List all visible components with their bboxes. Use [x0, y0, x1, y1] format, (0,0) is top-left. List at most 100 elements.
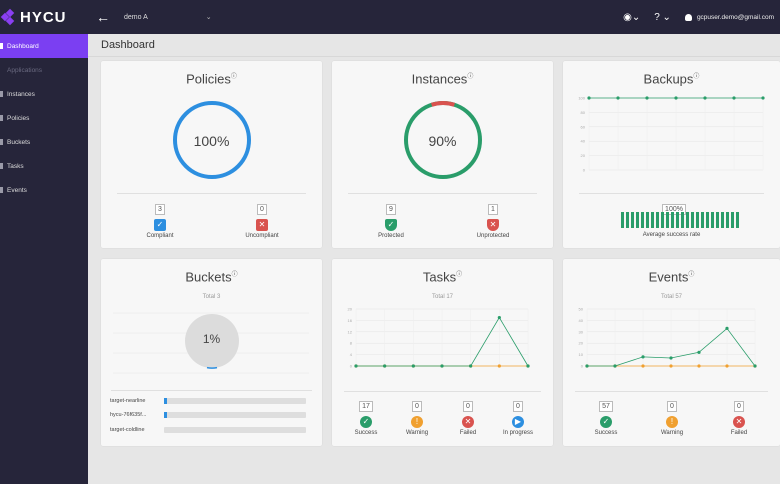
sidebar-item-dashboard[interactable]: Dashboard	[0, 34, 88, 58]
compliant-count: 3	[155, 204, 165, 215]
bucket-name: target-nearline	[110, 398, 146, 404]
card-title: Bucketsⓘ	[101, 269, 322, 284]
success-rate-segment	[646, 212, 649, 228]
hycu-logo-icon	[0, 8, 16, 26]
success-rate-segment	[706, 212, 709, 228]
data-point	[497, 364, 501, 368]
y-tick-label: 10	[579, 352, 584, 357]
events-failed-stat[interactable]: 0 ✕ Failed	[704, 395, 774, 436]
data-point	[753, 364, 757, 368]
bucket-row[interactable]: hycu-76f635f...	[110, 410, 306, 420]
info-icon[interactable]: ⓘ	[693, 74, 700, 80]
warning-icon: !	[411, 416, 423, 428]
data-point	[616, 96, 620, 100]
tasks-inprogress-stat[interactable]: 0 ▶ In progress	[484, 395, 552, 436]
app-name: HYCU	[20, 8, 67, 26]
events-failed-label: Failed	[730, 430, 748, 436]
tasks-inprogress-label: In progress	[502, 430, 533, 436]
success-rate-segment	[626, 212, 629, 228]
tasks-failed-count: 0	[463, 401, 473, 412]
events-success-stat[interactable]: 57 ✓ Success	[571, 395, 641, 436]
success-rate-segment	[701, 212, 704, 228]
events-failed-count: 0	[734, 401, 744, 412]
events-warning-label: Warning	[660, 430, 684, 436]
unprotected-count: 1	[488, 204, 498, 215]
app-logo[interactable]: HYCU	[0, 9, 88, 26]
check-circle-icon: ✓	[600, 416, 612, 428]
card-title-text: Backups	[643, 71, 694, 87]
compliant-stat[interactable]: 3 ✓ Compliant	[125, 198, 195, 239]
sidebar-item-policies[interactable]: Policies	[0, 106, 88, 130]
policies-ring-arc	[173, 101, 251, 179]
info-icon[interactable]: ⓘ	[688, 272, 695, 278]
y-tick-label: 0	[583, 168, 586, 173]
tasks-failed-stat[interactable]: 0 ✕ Failed	[434, 395, 502, 436]
success-rate-stat: 100%	[639, 198, 709, 216]
data-point	[761, 96, 765, 100]
backups-card[interactable]: Backupsⓘ 0 20 40 60 80 100 100% Average succe…	[563, 61, 780, 248]
unprotected-label: Unprotected	[476, 233, 510, 239]
y-tick-label: 20	[348, 307, 353, 312]
success-rate-segment	[656, 212, 659, 228]
unprotected-stat[interactable]: 1 ✕ Unprotected	[458, 198, 528, 239]
bucket-usage-track	[164, 427, 306, 433]
success-rate-segment	[691, 212, 694, 228]
success-rate-value: 100%	[662, 204, 686, 215]
back-arrow-icon[interactable]: ←	[96, 9, 110, 25]
tasks-card[interactable]: Tasksⓘ Total 17 0 4 8 12 16 20 17 ✓ Success 0…	[332, 259, 553, 446]
data-point	[383, 364, 387, 368]
info-icon[interactable]: ⓘ	[456, 272, 463, 278]
sidebar-item-label: Policies	[7, 114, 30, 122]
sidebar-item-events[interactable]: Events	[0, 178, 88, 202]
card-title-text: Buckets	[185, 269, 232, 285]
bucket-usage-track	[164, 412, 306, 418]
sidebar-item-buckets[interactable]: Buckets	[0, 130, 88, 154]
bucket-row[interactable]: target-nearline	[110, 396, 306, 406]
y-tick-label: 40	[579, 318, 584, 323]
data-point	[526, 364, 530, 368]
help-menu[interactable]: ? ⌄	[654, 11, 671, 23]
divider	[575, 391, 768, 392]
protected-label: Protected	[378, 233, 404, 239]
events-chart: 0 10 20 30 40 50	[579, 307, 757, 369]
info-icon[interactable]: ⓘ	[230, 74, 237, 80]
chevron-down-icon[interactable]: ⌄	[205, 14, 212, 21]
card-title: Policiesⓘ	[101, 71, 322, 86]
bucket-usage-fill	[164, 412, 167, 418]
sidebar-item-tasks[interactable]: Tasks	[0, 154, 88, 178]
events-success-label: Success	[594, 430, 618, 436]
environment-selector[interactable]: demo A	[124, 13, 148, 21]
help-icon: ?	[654, 11, 660, 23]
events-card[interactable]: Eventsⓘ Total 57 0 10 20 30 40 50 57 ✓ Succes…	[563, 259, 780, 446]
divider	[579, 193, 764, 194]
divider	[111, 390, 312, 391]
success-rate-segment	[721, 212, 724, 228]
bucket-usage-fill	[164, 398, 167, 404]
user-menu[interactable]: gcpuser.demo@gmail.com	[684, 13, 774, 21]
tasks-warning-stat[interactable]: 0 ! Warning	[383, 395, 451, 436]
uncompliant-stat[interactable]: 0 ✕ Uncompliant	[227, 198, 297, 239]
instances-card[interactable]: Instancesⓘ 90% 9 ✓ Protected 1 ✕ Unprote…	[332, 61, 553, 248]
policies-card[interactable]: Policiesⓘ 100% 3 ✓ Compliant 0 ✕ Uncompl…	[101, 61, 322, 248]
policies-percent: 100%	[193, 133, 230, 149]
info-icon[interactable]: ⓘ	[467, 74, 474, 80]
success-rate-segment	[661, 212, 664, 228]
protected-stat[interactable]: 9 ✓ Protected	[356, 198, 426, 239]
divider	[344, 391, 541, 392]
bucket-row[interactable]: target-coldline	[110, 425, 306, 435]
globe-icon[interactable]: ◉⌄	[623, 11, 641, 23]
success-rate-segment	[731, 212, 734, 228]
bucket-name: hycu-76f635f...	[110, 412, 147, 418]
policies-ring	[173, 101, 251, 179]
success-rate-segment	[696, 212, 699, 228]
tasks-warning-label: Warning	[405, 430, 429, 436]
info-icon[interactable]: ⓘ	[231, 272, 238, 278]
sidebar-item-instances[interactable]: Instances	[0, 82, 88, 106]
tasks-success-stat[interactable]: 17 ✓ Success	[332, 395, 400, 436]
tasks-success-count: 17	[359, 401, 373, 412]
events-warning-stat[interactable]: 0 ! Warning	[637, 395, 707, 436]
data-point	[697, 364, 701, 368]
compliant-label: Compliant	[146, 233, 174, 239]
success-rate-segment	[666, 212, 669, 228]
y-tick-label: 80	[581, 110, 586, 115]
